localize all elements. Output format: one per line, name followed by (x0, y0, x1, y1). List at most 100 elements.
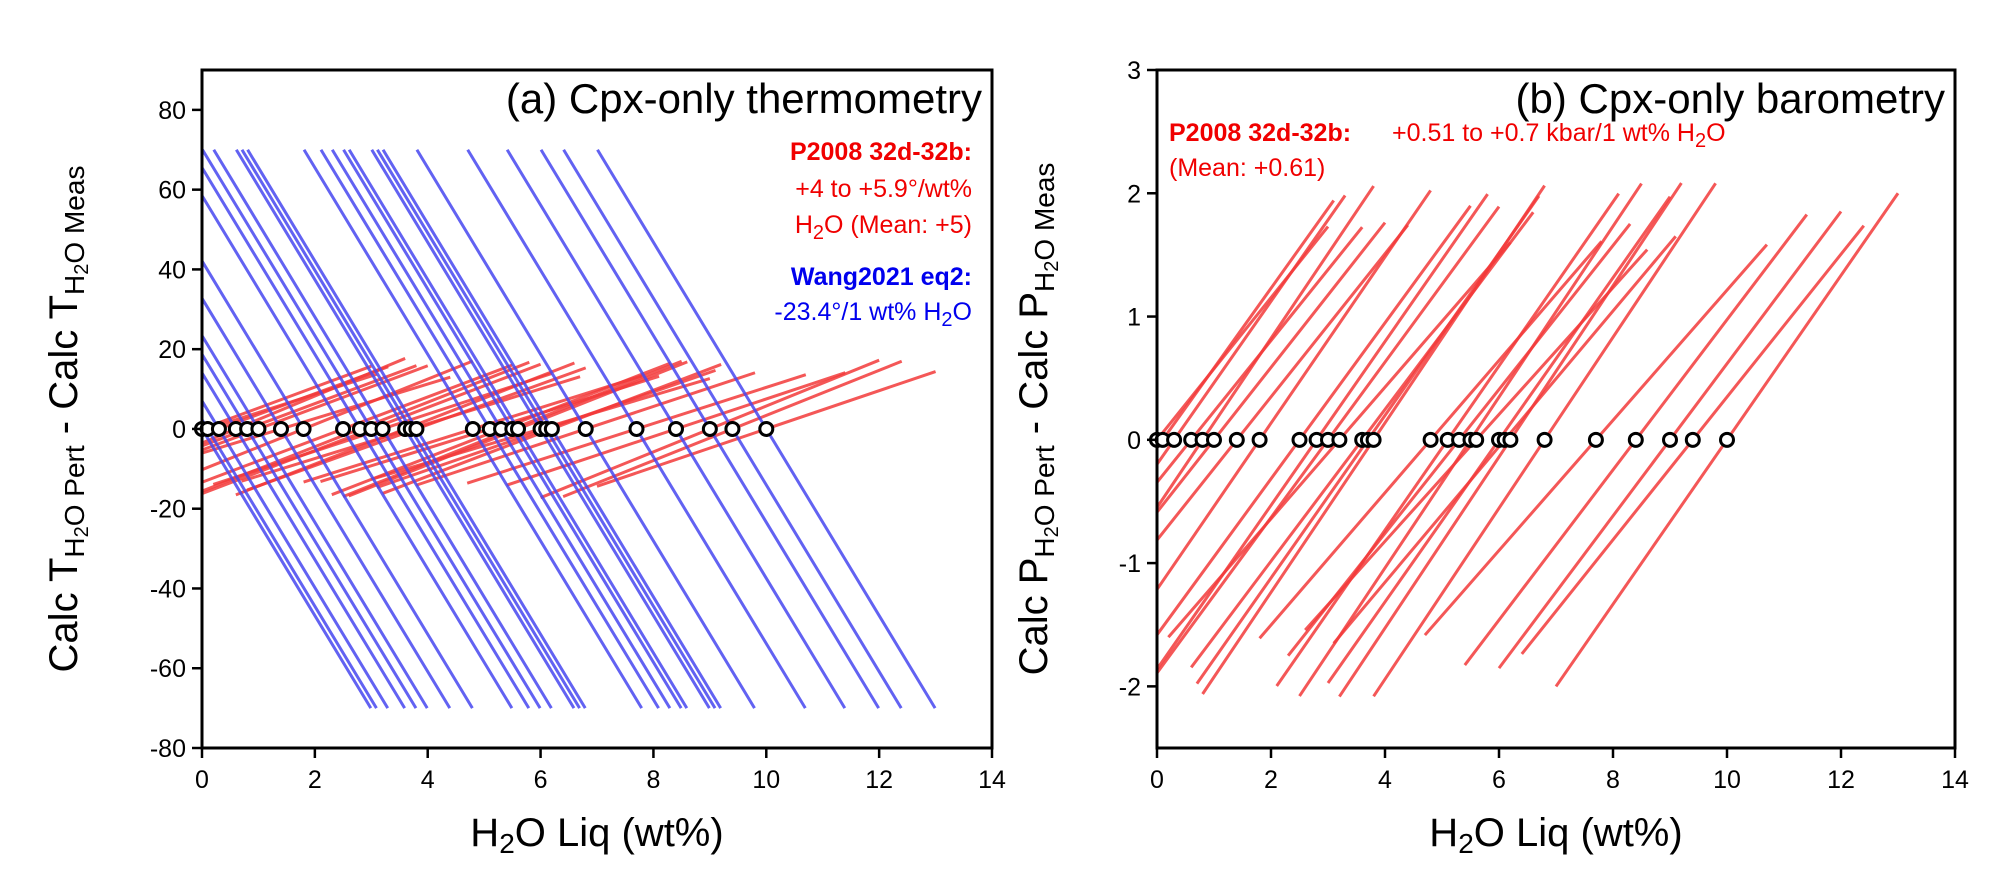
measured-point (701, 420, 718, 437)
measured-point (374, 420, 391, 437)
measured-point (1719, 431, 1735, 448)
measured-point (1587, 431, 1604, 448)
measured-point (1662, 431, 1678, 448)
wang2021-line (200, 418, 378, 709)
x-tick-label: 0 (195, 766, 209, 794)
x-tick-label: 4 (1378, 766, 1392, 794)
measured-point (1502, 431, 1519, 448)
y-tick-label: -40 (150, 575, 186, 603)
measured-point (408, 420, 425, 437)
x-tick-label: 2 (1264, 766, 1278, 794)
panel-a-legend-p2008-slope: +4 to +5.9°/wt% (795, 175, 972, 203)
x-tick-label: 10 (1713, 766, 1741, 794)
panel-a-markers (194, 420, 775, 437)
panel-a-frame (200, 68, 994, 750)
panel-a-legend-wang-slope: -23.4°/1 wt% H2O (774, 298, 972, 331)
y-tick-label: 60 (158, 177, 186, 205)
panel-b-legend-p2008-slope: +0.51 to +0.7 kbar/1 wt% H2O (1392, 119, 1726, 152)
x-tick-label: 10 (752, 766, 780, 794)
measured-point (210, 420, 227, 437)
measured-point (295, 420, 312, 437)
measured-point (1468, 431, 1485, 448)
p2008-line (1155, 185, 1375, 509)
y-tick-label: -60 (150, 655, 186, 683)
wang2021-line (200, 428, 373, 709)
wang2021-line (200, 334, 429, 709)
measured-point (335, 420, 352, 437)
panel-a-legend-p2008-mean: H2O (Mean: +5) (795, 211, 972, 244)
x-tick-label: 6 (534, 766, 548, 794)
p2008-line (1155, 189, 1432, 591)
measured-point (1627, 431, 1644, 448)
panel-b-frame (1155, 68, 1957, 750)
wang2021-line (200, 353, 418, 709)
p2008-line (1155, 221, 1387, 514)
measured-point (1228, 431, 1245, 448)
x-tick-label: 14 (1941, 766, 1969, 794)
p2008-line (1155, 204, 1472, 636)
x-tick-label: 6 (1492, 766, 1506, 794)
measured-point (510, 420, 526, 437)
panel-a-legend-wang-label: Wang2021 eq2: (791, 263, 972, 291)
measured-point (543, 420, 560, 437)
x-tick-label: 12 (1827, 766, 1855, 794)
y-tick-label: 0 (1127, 427, 1141, 455)
panel-b-legend-p2008-label: P2008 32d-32b: (1169, 119, 1351, 147)
measured-point (668, 420, 684, 437)
measured-point (273, 420, 289, 437)
measured-point (724, 420, 741, 437)
measured-point (1422, 431, 1439, 448)
p2008-line (1155, 224, 1409, 541)
x-tick-label: 2 (308, 766, 322, 794)
measured-point (250, 420, 267, 437)
measured-point (1331, 431, 1348, 448)
measured-point (464, 420, 481, 437)
y-tick-label: 3 (1127, 57, 1141, 85)
panel-b-y-axis-label: Calc PH2O Pert - Calc PH2O Meas (1012, 163, 1063, 676)
y-tick-label: -80 (150, 735, 186, 763)
measured-point (758, 420, 775, 437)
x-tick-label: 12 (865, 766, 893, 794)
x-tick-label: 8 (646, 766, 660, 794)
y-tick-label: 0 (172, 416, 186, 444)
y-tick-label: 2 (1127, 180, 1141, 208)
panel-b-lines (1155, 182, 1900, 698)
measured-point (1684, 431, 1701, 448)
wang2021-line (200, 260, 474, 709)
measured-point (1365, 431, 1382, 448)
x-tick-label: 0 (1150, 766, 1164, 794)
wang2021-line (200, 194, 514, 709)
panel-a-x-axis-label: H2O Liq (wt%) (470, 811, 723, 859)
wang2021-line (200, 400, 390, 709)
panel-a-y-axis-label: Calc TH2O Pert - Calc TH2O Meas (42, 166, 93, 673)
y-tick-label: 1 (1127, 304, 1141, 332)
y-tick-label: 20 (158, 336, 186, 364)
p2008-line (201, 359, 474, 472)
panel-a-legend-p2008-label: P2008 32d-32b: (790, 138, 972, 166)
x-tick-label: 8 (1606, 766, 1620, 794)
x-tick-label: 14 (978, 766, 1006, 794)
y-tick-label: 80 (158, 97, 186, 125)
panel-b-title: (b) Cpx-only barometry (1516, 75, 1945, 122)
x-tick-label: 4 (421, 766, 435, 794)
y-tick-label: -20 (150, 496, 186, 524)
measured-point (1206, 431, 1222, 448)
panel-a-thermometry: 0 2 4 6 8 10 12 14 -80 -60 -40 -20 0 20 40 60 80 (a) Cpx… (42, 68, 1006, 859)
y-tick-label: -2 (1119, 673, 1141, 701)
measured-point (1291, 431, 1308, 448)
wang2021-line (200, 297, 452, 709)
wang2021-line (200, 166, 531, 709)
p2008-line (1155, 194, 1347, 466)
panel-b-legend-p2008-mean: (Mean: +0.61) (1169, 154, 1325, 182)
y-tick-label: -1 (1119, 550, 1141, 578)
p2008-line (1155, 193, 1489, 671)
measured-point (628, 420, 645, 437)
p2008-line (1155, 199, 1335, 449)
panel-b-markers (1149, 431, 1735, 448)
panel-a-ticks: 0 2 4 6 8 10 12 14 -80 -60 -40 -20 0 20 40 60 80 (150, 97, 1006, 794)
measured-point (1251, 431, 1268, 448)
measured-point (577, 420, 594, 437)
